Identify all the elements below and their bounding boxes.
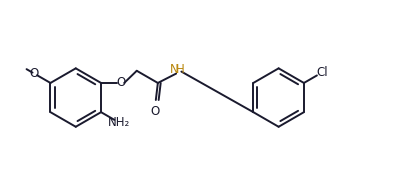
Text: O: O (29, 67, 39, 80)
Text: H: H (176, 63, 184, 76)
Text: NH₂: NH₂ (107, 116, 130, 129)
Text: O: O (150, 105, 159, 118)
Text: N: N (170, 63, 179, 76)
Text: Cl: Cl (316, 66, 328, 79)
Text: O: O (116, 76, 126, 89)
